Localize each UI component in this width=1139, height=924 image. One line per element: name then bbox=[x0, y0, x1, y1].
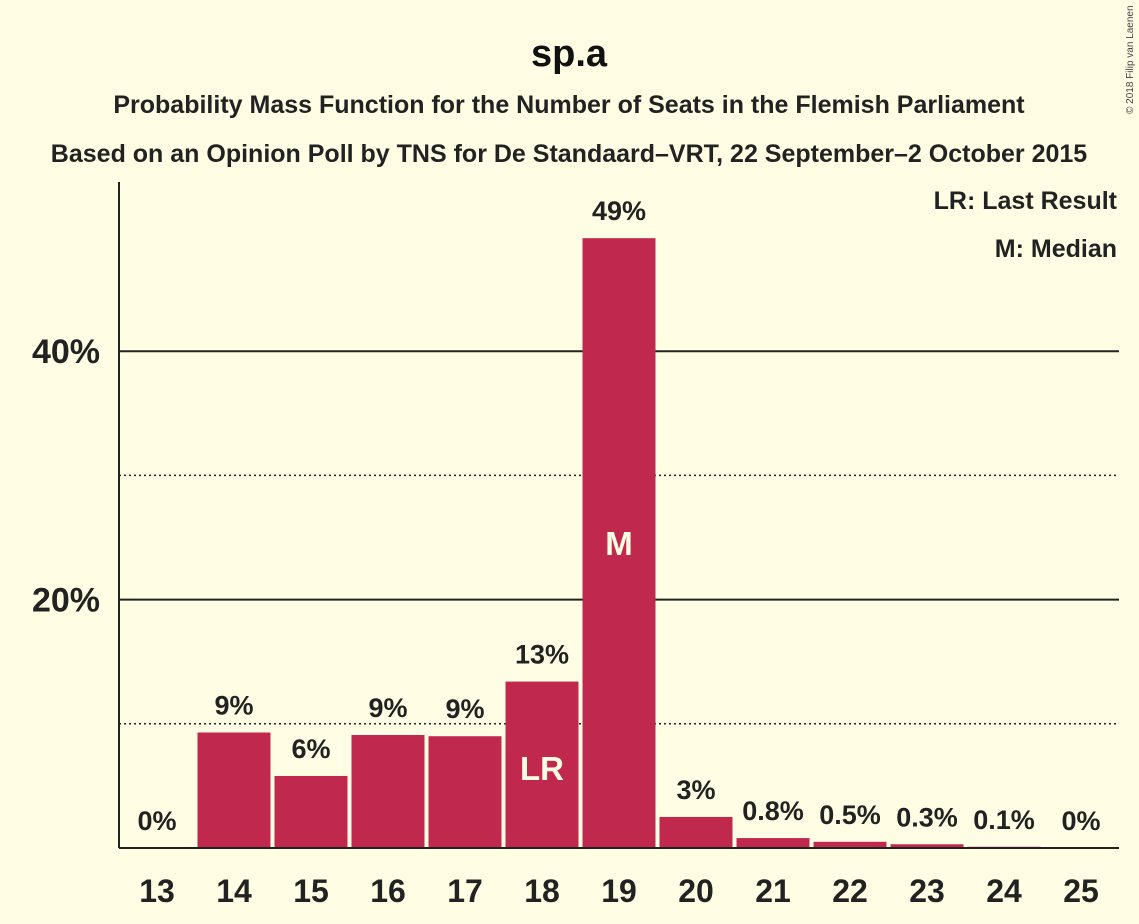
x-tick-13: 13 bbox=[139, 873, 175, 909]
bar-20 bbox=[659, 816, 733, 848]
x-tick-21: 21 bbox=[755, 873, 791, 909]
x-tick-labels: 13 14 15 16 17 18 19 20 21 22 23 24 25 bbox=[139, 873, 1099, 909]
value-label-16: 9% bbox=[368, 693, 407, 723]
x-tick-22: 22 bbox=[832, 873, 868, 909]
bar-15 bbox=[274, 775, 348, 848]
value-label-14: 9% bbox=[214, 690, 253, 720]
value-label-22: 0.5% bbox=[819, 800, 881, 830]
bar-17 bbox=[428, 736, 502, 848]
x-tick-23: 23 bbox=[909, 873, 945, 909]
x-tick-16: 16 bbox=[370, 873, 406, 909]
bar-marker-lr: LR bbox=[520, 750, 564, 787]
label-background-19 bbox=[579, 190, 659, 225]
x-tick-19: 19 bbox=[601, 873, 637, 909]
chart-title: sp.a bbox=[531, 33, 608, 75]
chart-subtitle-2: Based on an Opinion Poll by TNS for De S… bbox=[51, 140, 1087, 168]
x-tick-14: 14 bbox=[216, 873, 252, 909]
y-tick-40: 40% bbox=[32, 333, 100, 371]
bar-21 bbox=[736, 838, 810, 848]
x-tick-24: 24 bbox=[986, 873, 1022, 909]
bar-marker-m: M bbox=[605, 525, 633, 562]
value-label-13: 0% bbox=[137, 806, 176, 836]
value-label-19: 49% bbox=[592, 196, 646, 226]
bar-23 bbox=[890, 844, 964, 848]
legend-median: M: Median bbox=[995, 235, 1117, 263]
value-label-15: 6% bbox=[291, 734, 330, 764]
chart-subtitle-1: Probability Mass Function for the Number… bbox=[113, 91, 1025, 119]
value-label-24: 0.1% bbox=[973, 805, 1035, 835]
value-label-25: 0% bbox=[1061, 806, 1100, 836]
x-tick-20: 20 bbox=[678, 873, 714, 909]
bars bbox=[197, 238, 1041, 849]
bar-18 bbox=[505, 681, 579, 848]
label-background-18 bbox=[502, 633, 582, 668]
copyright-notice: © 2018 Filip van Laenen bbox=[1125, 5, 1136, 114]
value-label-21: 0.8% bbox=[742, 796, 804, 826]
x-tick-15: 15 bbox=[293, 873, 329, 909]
legend-last-result: LR: Last Result bbox=[934, 187, 1118, 215]
value-label-23: 0.3% bbox=[896, 802, 958, 832]
value-label-18: 13% bbox=[515, 640, 569, 670]
x-tick-18: 18 bbox=[524, 873, 560, 909]
bar-16 bbox=[351, 734, 425, 848]
value-label-20: 3% bbox=[676, 775, 715, 805]
bar-14 bbox=[197, 732, 271, 848]
x-tick-25: 25 bbox=[1063, 873, 1099, 909]
y-tick-20: 20% bbox=[32, 582, 100, 620]
x-tick-17: 17 bbox=[447, 873, 483, 909]
bar-19 bbox=[582, 238, 656, 849]
bar-22 bbox=[813, 841, 887, 848]
value-labels: 0% 9% 6% 9% 9% 13% LR 49% M 3% 0.8% 0.5% 0.3% 0.1% 0% bbox=[137, 190, 1101, 836]
y-tick-labels: 20% 40% bbox=[32, 333, 100, 619]
value-label-17: 9% bbox=[445, 694, 484, 724]
